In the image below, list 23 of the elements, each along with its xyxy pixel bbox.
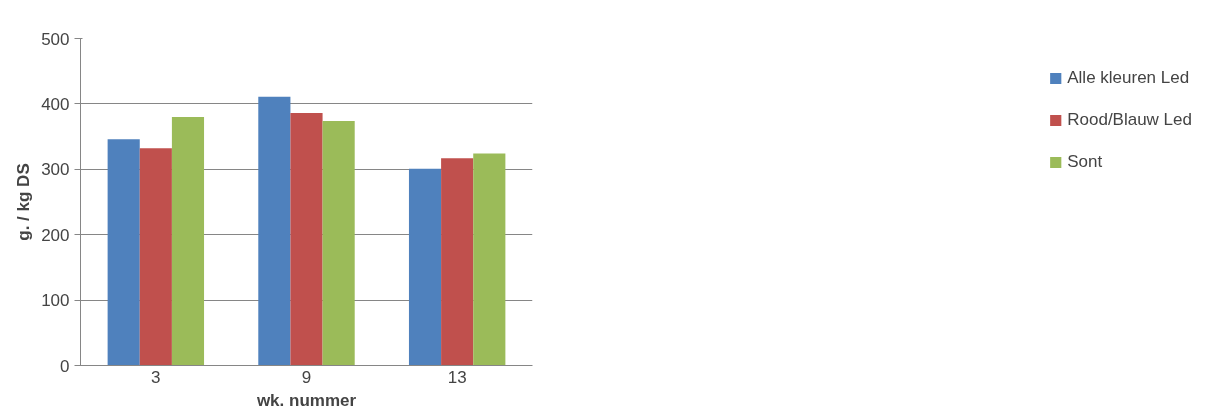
x-tick-label: 13 [447,367,467,387]
x-tick-label: 9 [301,367,312,387]
legend-label: Rood/Blauw Led [1067,110,1192,130]
legend-label: Sont [1067,152,1103,172]
bar [107,139,140,366]
y-tick-label: 400 [41,94,70,114]
bar [171,116,205,366]
bar [473,153,506,366]
bar [441,158,474,366]
x-axis-title: wk. nummer [255,390,357,410]
bar [408,168,442,366]
y-axis-title: g. / kg DS [14,163,34,241]
y-tick-label: 0 [60,356,70,376]
bar [139,148,172,366]
x-tick-label: 3 [151,367,161,387]
y-tick-label: 500 [41,29,70,49]
bar [322,120,355,366]
bar [290,113,323,366]
legend-label: Alle kleuren Led [1067,68,1190,88]
bar [258,96,291,366]
y-tick-label: 200 [41,225,70,245]
y-tick-label: 100 [41,291,70,311]
y-tick-label: 300 [41,160,70,180]
